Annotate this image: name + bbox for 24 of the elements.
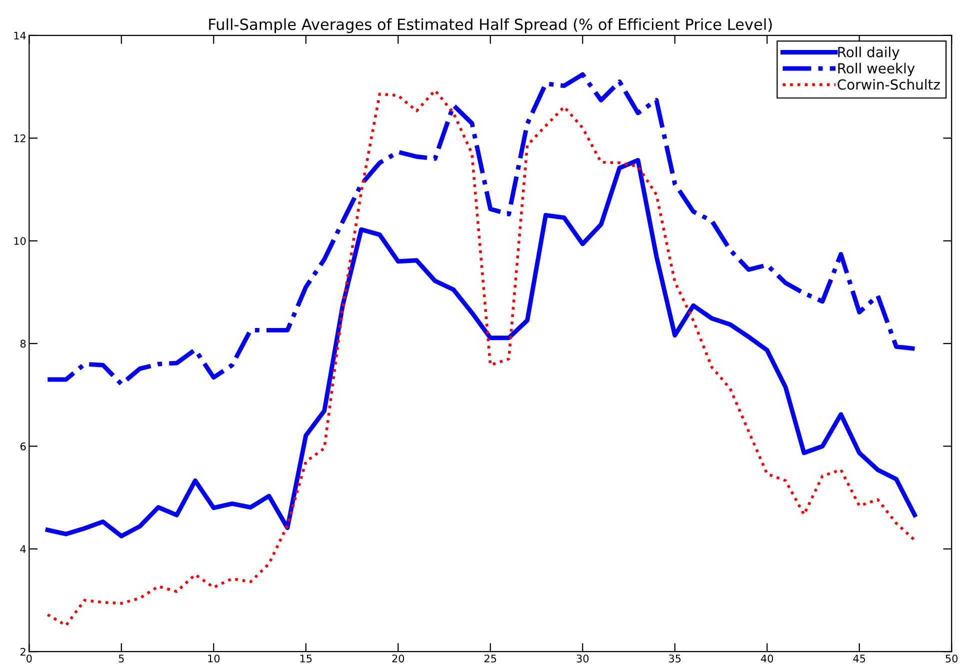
x-tick-label: 5 (118, 654, 124, 662)
x-tick-label: 50 (946, 654, 958, 662)
x-tick-label: 0 (26, 654, 32, 662)
chart-title: Full-Sample Averages of Estimated Half Spread (% of Efficient Price Level) (209, 18, 772, 34)
line-series (46, 89, 916, 627)
x-tick-label: 40 (760, 654, 774, 662)
y-tick-label: 12 (14, 134, 26, 142)
y-tick-label: 14 (14, 32, 26, 40)
y-tick-label: 6 (20, 442, 26, 450)
y-tick-label: 2 (20, 648, 26, 656)
x-tick-label: 15 (300, 654, 312, 662)
x-tick-label: 25 (484, 654, 496, 662)
line-series (45, 158, 917, 538)
y-tick-label: 4 (20, 545, 26, 553)
legend-label: Corwin-Schultz (838, 79, 940, 90)
y-tick-label: 8 (20, 340, 26, 348)
x-tick-label: 30 (576, 654, 589, 662)
legend-label: Roll weekly (838, 62, 915, 76)
x-tick-label: 20 (392, 654, 404, 662)
x-tick-label: 10 (208, 654, 220, 662)
y-tick-label: 10 (14, 237, 26, 245)
legend-label: Roll daily (838, 46, 900, 60)
x-tick-label: 45 (853, 654, 866, 662)
x-tick-label: 35 (669, 654, 681, 662)
